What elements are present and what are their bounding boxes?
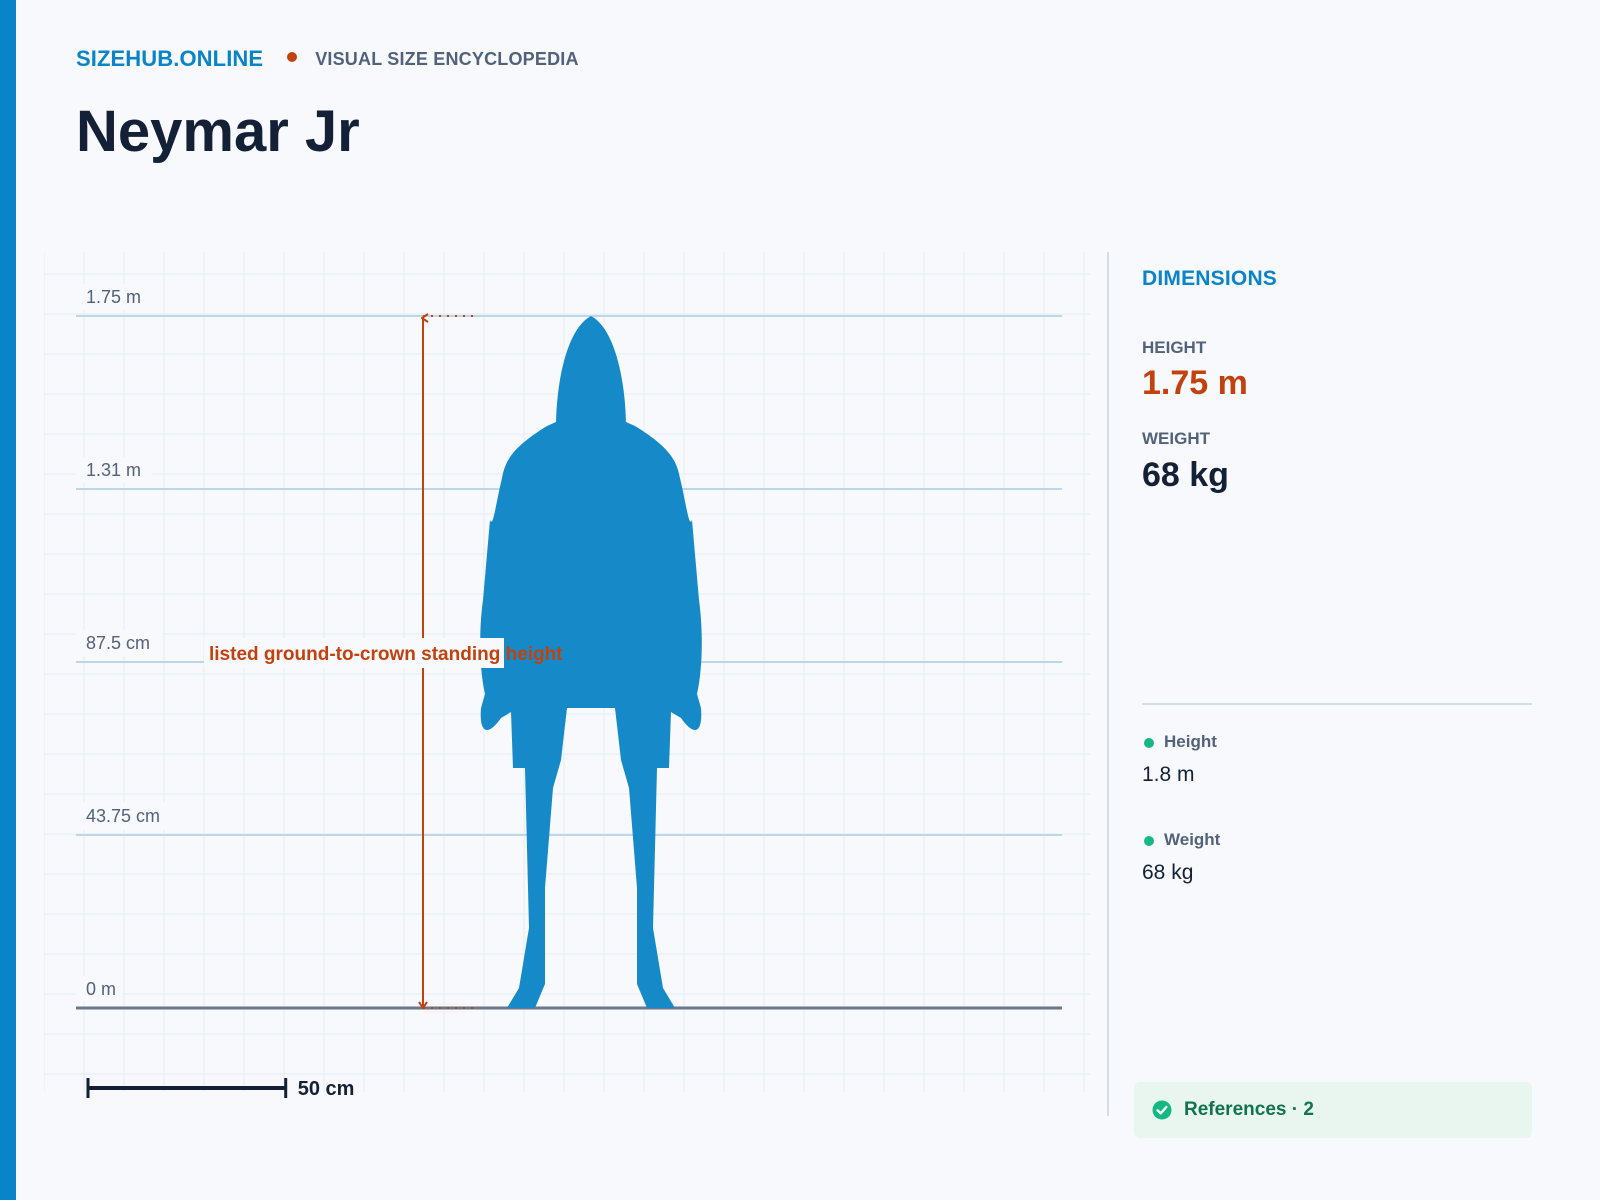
accent-bar — [0, 0, 16, 1200]
annotation-background — [204, 638, 504, 668]
page-title: Neymar Jr — [76, 99, 360, 164]
references-button[interactable]: References · 2 — [1134, 1082, 1532, 1138]
check-circle-icon — [1152, 1100, 1172, 1120]
panel-divider — [1142, 703, 1532, 705]
source-value: 1.8 m — [1142, 763, 1195, 786]
tick-label-background — [76, 457, 152, 483]
source-label: Height — [1164, 732, 1217, 751]
person-silhouette — [480, 316, 702, 1008]
tick-label: 1.75 m — [86, 287, 141, 307]
source-value: 68 kg — [1142, 861, 1194, 884]
references-label: References · 2 — [1184, 1099, 1314, 1120]
tick-label-background — [76, 630, 162, 656]
dimensions-panel: DIMENSIONS HEIGHT 1.75 m WEIGHT 68 kg He… — [1134, 252, 1532, 1138]
tick-label: 43.75 cm — [86, 806, 160, 826]
site-tagline: VISUAL SIZE ENCYCLOPEDIA — [315, 48, 579, 69]
tick-label-background — [76, 803, 172, 829]
tick-label-background — [76, 976, 122, 1002]
height-label: HEIGHT — [1142, 338, 1207, 357]
site-name[interactable]: SIZEHUB.ONLINE — [76, 46, 264, 71]
height-value: 1.75 m — [1142, 364, 1248, 402]
tick-label: 1.31 m — [86, 460, 141, 480]
panel-divider-vertical — [1107, 252, 1109, 1116]
tick-label: 0 m — [86, 979, 116, 999]
scale-bar-label: 50 cm — [298, 1078, 355, 1100]
tick-labels: 1.75 m 1.31 m 87.5 cm 43.75 cm 0 m — [76, 284, 172, 1002]
tick-label-background — [76, 284, 152, 310]
source-dot — [1144, 738, 1154, 748]
panel-heading: DIMENSIONS — [1142, 267, 1278, 290]
size-chart: 1.75 m 1.31 m 87.5 cm 43.75 cm 0 m listed gr… — [44, 252, 1090, 1116]
source-label: Weight — [1164, 830, 1221, 849]
measure-annotation: listed ground-to-crown standing height — [204, 638, 563, 668]
annotation-text: listed ground-to-crown standing height — [209, 644, 563, 665]
source-dot — [1144, 836, 1154, 846]
header-dot — [287, 52, 298, 62]
site-header: SIZEHUB.ONLINE VISUAL SIZE ENCYCLOPEDIA — [76, 46, 579, 72]
weight-label: WEIGHT — [1142, 429, 1210, 448]
figure-silhouette — [480, 316, 702, 1008]
weight-value: 68 kg — [1142, 456, 1229, 494]
scale-bar: 50 cm — [86, 1078, 355, 1100]
tick-label: 87.5 cm — [86, 633, 150, 653]
